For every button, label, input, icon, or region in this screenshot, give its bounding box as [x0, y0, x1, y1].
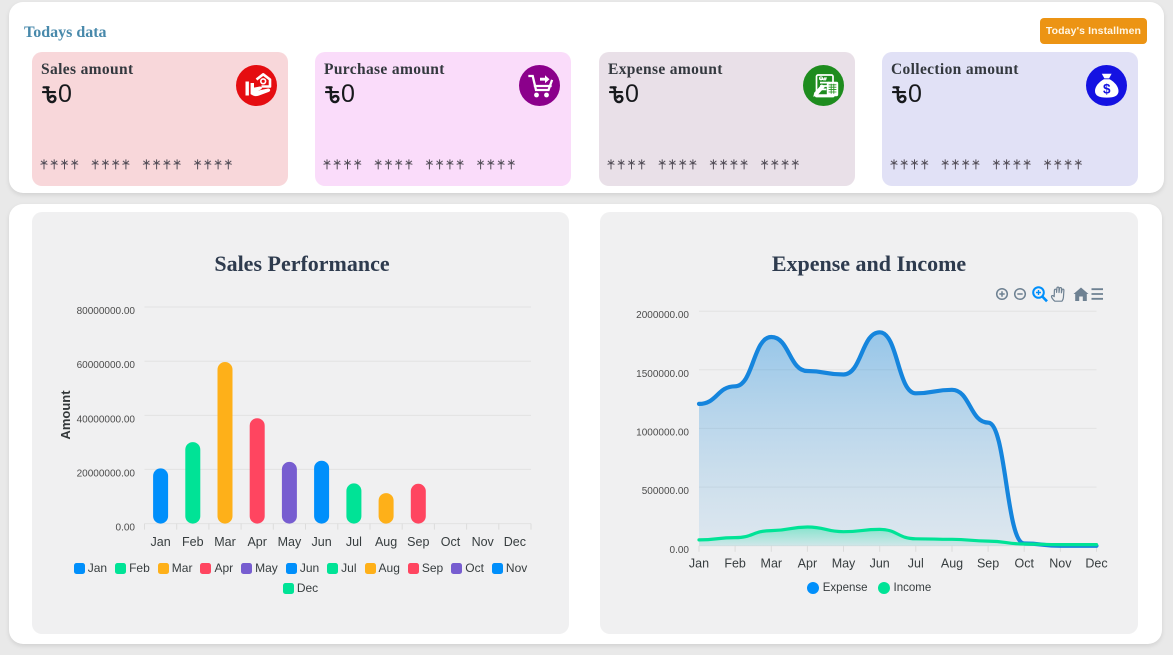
svg-text:80000000.00: 80000000.00 — [77, 306, 136, 317]
svg-text:Jun: Jun — [312, 535, 332, 549]
svg-text:Aug: Aug — [941, 557, 963, 571]
svg-text:May: May — [278, 535, 302, 549]
svg-text:Expense and Income: Expense and Income — [772, 251, 967, 276]
svg-text:1000000.00: 1000000.00 — [636, 427, 689, 438]
svg-text:Sep: Sep — [407, 535, 429, 549]
svg-text:Sep: Sep — [977, 557, 999, 571]
svg-text:Aug: Aug — [375, 535, 397, 549]
svg-text:Sales Performance: Sales Performance — [214, 251, 390, 276]
svg-text:Oct: Oct — [441, 535, 461, 549]
svg-text:60000000.00: 60000000.00 — [77, 360, 136, 371]
svg-text:Nov: Nov — [1049, 557, 1072, 571]
svg-text:0.00: 0.00 — [670, 545, 690, 556]
svg-text:Amount: Amount — [58, 390, 73, 440]
svg-text:$: $ — [1103, 82, 1111, 97]
svg-text:Jan: Jan — [689, 557, 709, 571]
svg-text:Feb: Feb — [182, 535, 204, 549]
svg-text:Apr: Apr — [798, 557, 817, 571]
svg-text:Mar: Mar — [761, 557, 783, 571]
svg-text:Mar: Mar — [214, 535, 236, 549]
svg-text:Oct: Oct — [1014, 557, 1034, 571]
svg-text:Nov: Nov — [472, 535, 495, 549]
svg-text:Apr: Apr — [247, 535, 266, 549]
svg-text:Jul: Jul — [908, 557, 924, 571]
svg-text:Dec: Dec — [504, 535, 526, 549]
svg-text:Jul: Jul — [346, 535, 362, 549]
svg-text:500000.00: 500000.00 — [642, 486, 690, 497]
svg-text:Jun: Jun — [870, 557, 890, 571]
svg-text:40000000.00: 40000000.00 — [77, 414, 136, 425]
svg-text:20000000.00: 20000000.00 — [77, 468, 136, 479]
svg-text:1500000.00: 1500000.00 — [636, 369, 689, 380]
svg-text:0.00: 0.00 — [116, 523, 136, 534]
svg-text:Dec: Dec — [1085, 557, 1107, 571]
svg-text:Jan: Jan — [151, 535, 171, 549]
svg-text:Feb: Feb — [724, 557, 746, 571]
svg-text:May: May — [832, 557, 856, 571]
svg-text:2000000.00: 2000000.00 — [636, 310, 689, 321]
